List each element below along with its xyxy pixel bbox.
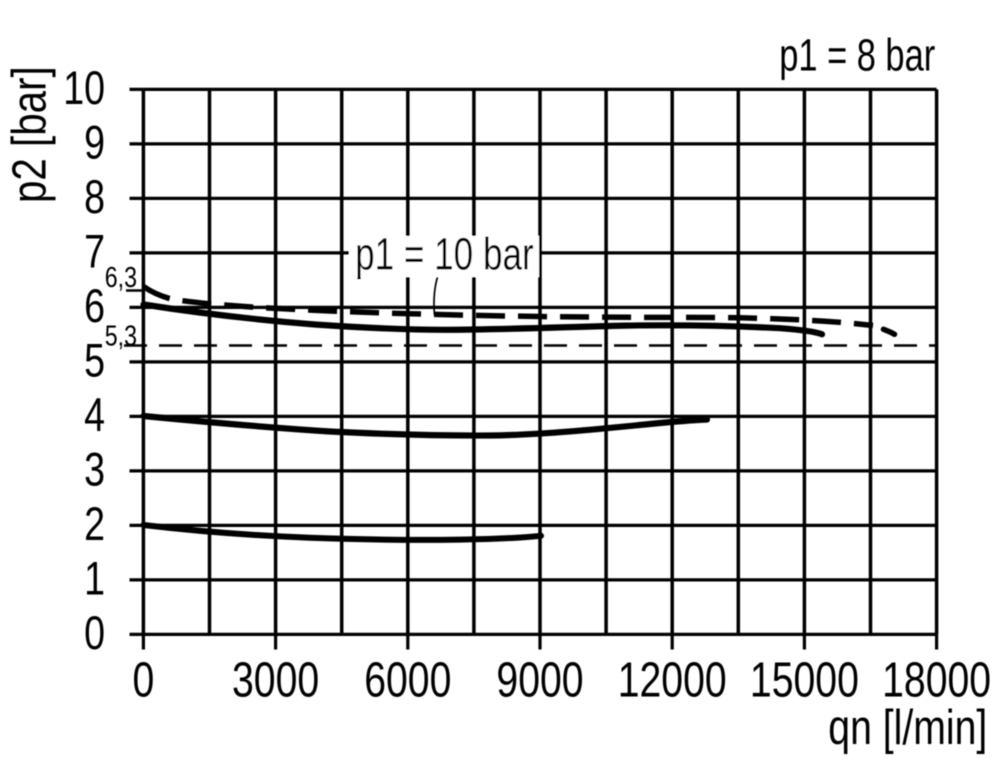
svg-text:0: 0 xyxy=(84,607,105,660)
svg-text:3000: 3000 xyxy=(232,653,319,707)
svg-text:2: 2 xyxy=(84,498,105,551)
svg-text:4: 4 xyxy=(84,389,105,442)
svg-text:8: 8 xyxy=(84,171,105,224)
svg-text:5,3: 5,3 xyxy=(105,319,137,352)
svg-text:p1 = 8 bar: p1 = 8 bar xyxy=(779,31,935,80)
svg-text:3: 3 xyxy=(84,443,105,496)
svg-text:1: 1 xyxy=(84,552,105,605)
svg-text:12000: 12000 xyxy=(618,653,727,707)
svg-text:10: 10 xyxy=(63,62,105,115)
svg-text:9000: 9000 xyxy=(496,653,583,707)
svg-text:p1 = 10 bar: p1 = 10 bar xyxy=(355,228,534,279)
svg-text:0: 0 xyxy=(133,653,155,707)
svg-text:15000: 15000 xyxy=(750,653,859,707)
svg-text:6,3: 6,3 xyxy=(105,260,137,293)
svg-text:18000: 18000 xyxy=(882,653,991,707)
svg-text:5: 5 xyxy=(84,334,105,387)
svg-text:9: 9 xyxy=(84,116,105,169)
svg-text:7: 7 xyxy=(84,225,105,278)
svg-text:qn [l/min]: qn [l/min] xyxy=(828,701,987,755)
svg-text:6000: 6000 xyxy=(364,653,451,707)
svg-text:p2 [bar]: p2 [bar] xyxy=(3,66,56,203)
svg-text:6: 6 xyxy=(84,280,105,333)
